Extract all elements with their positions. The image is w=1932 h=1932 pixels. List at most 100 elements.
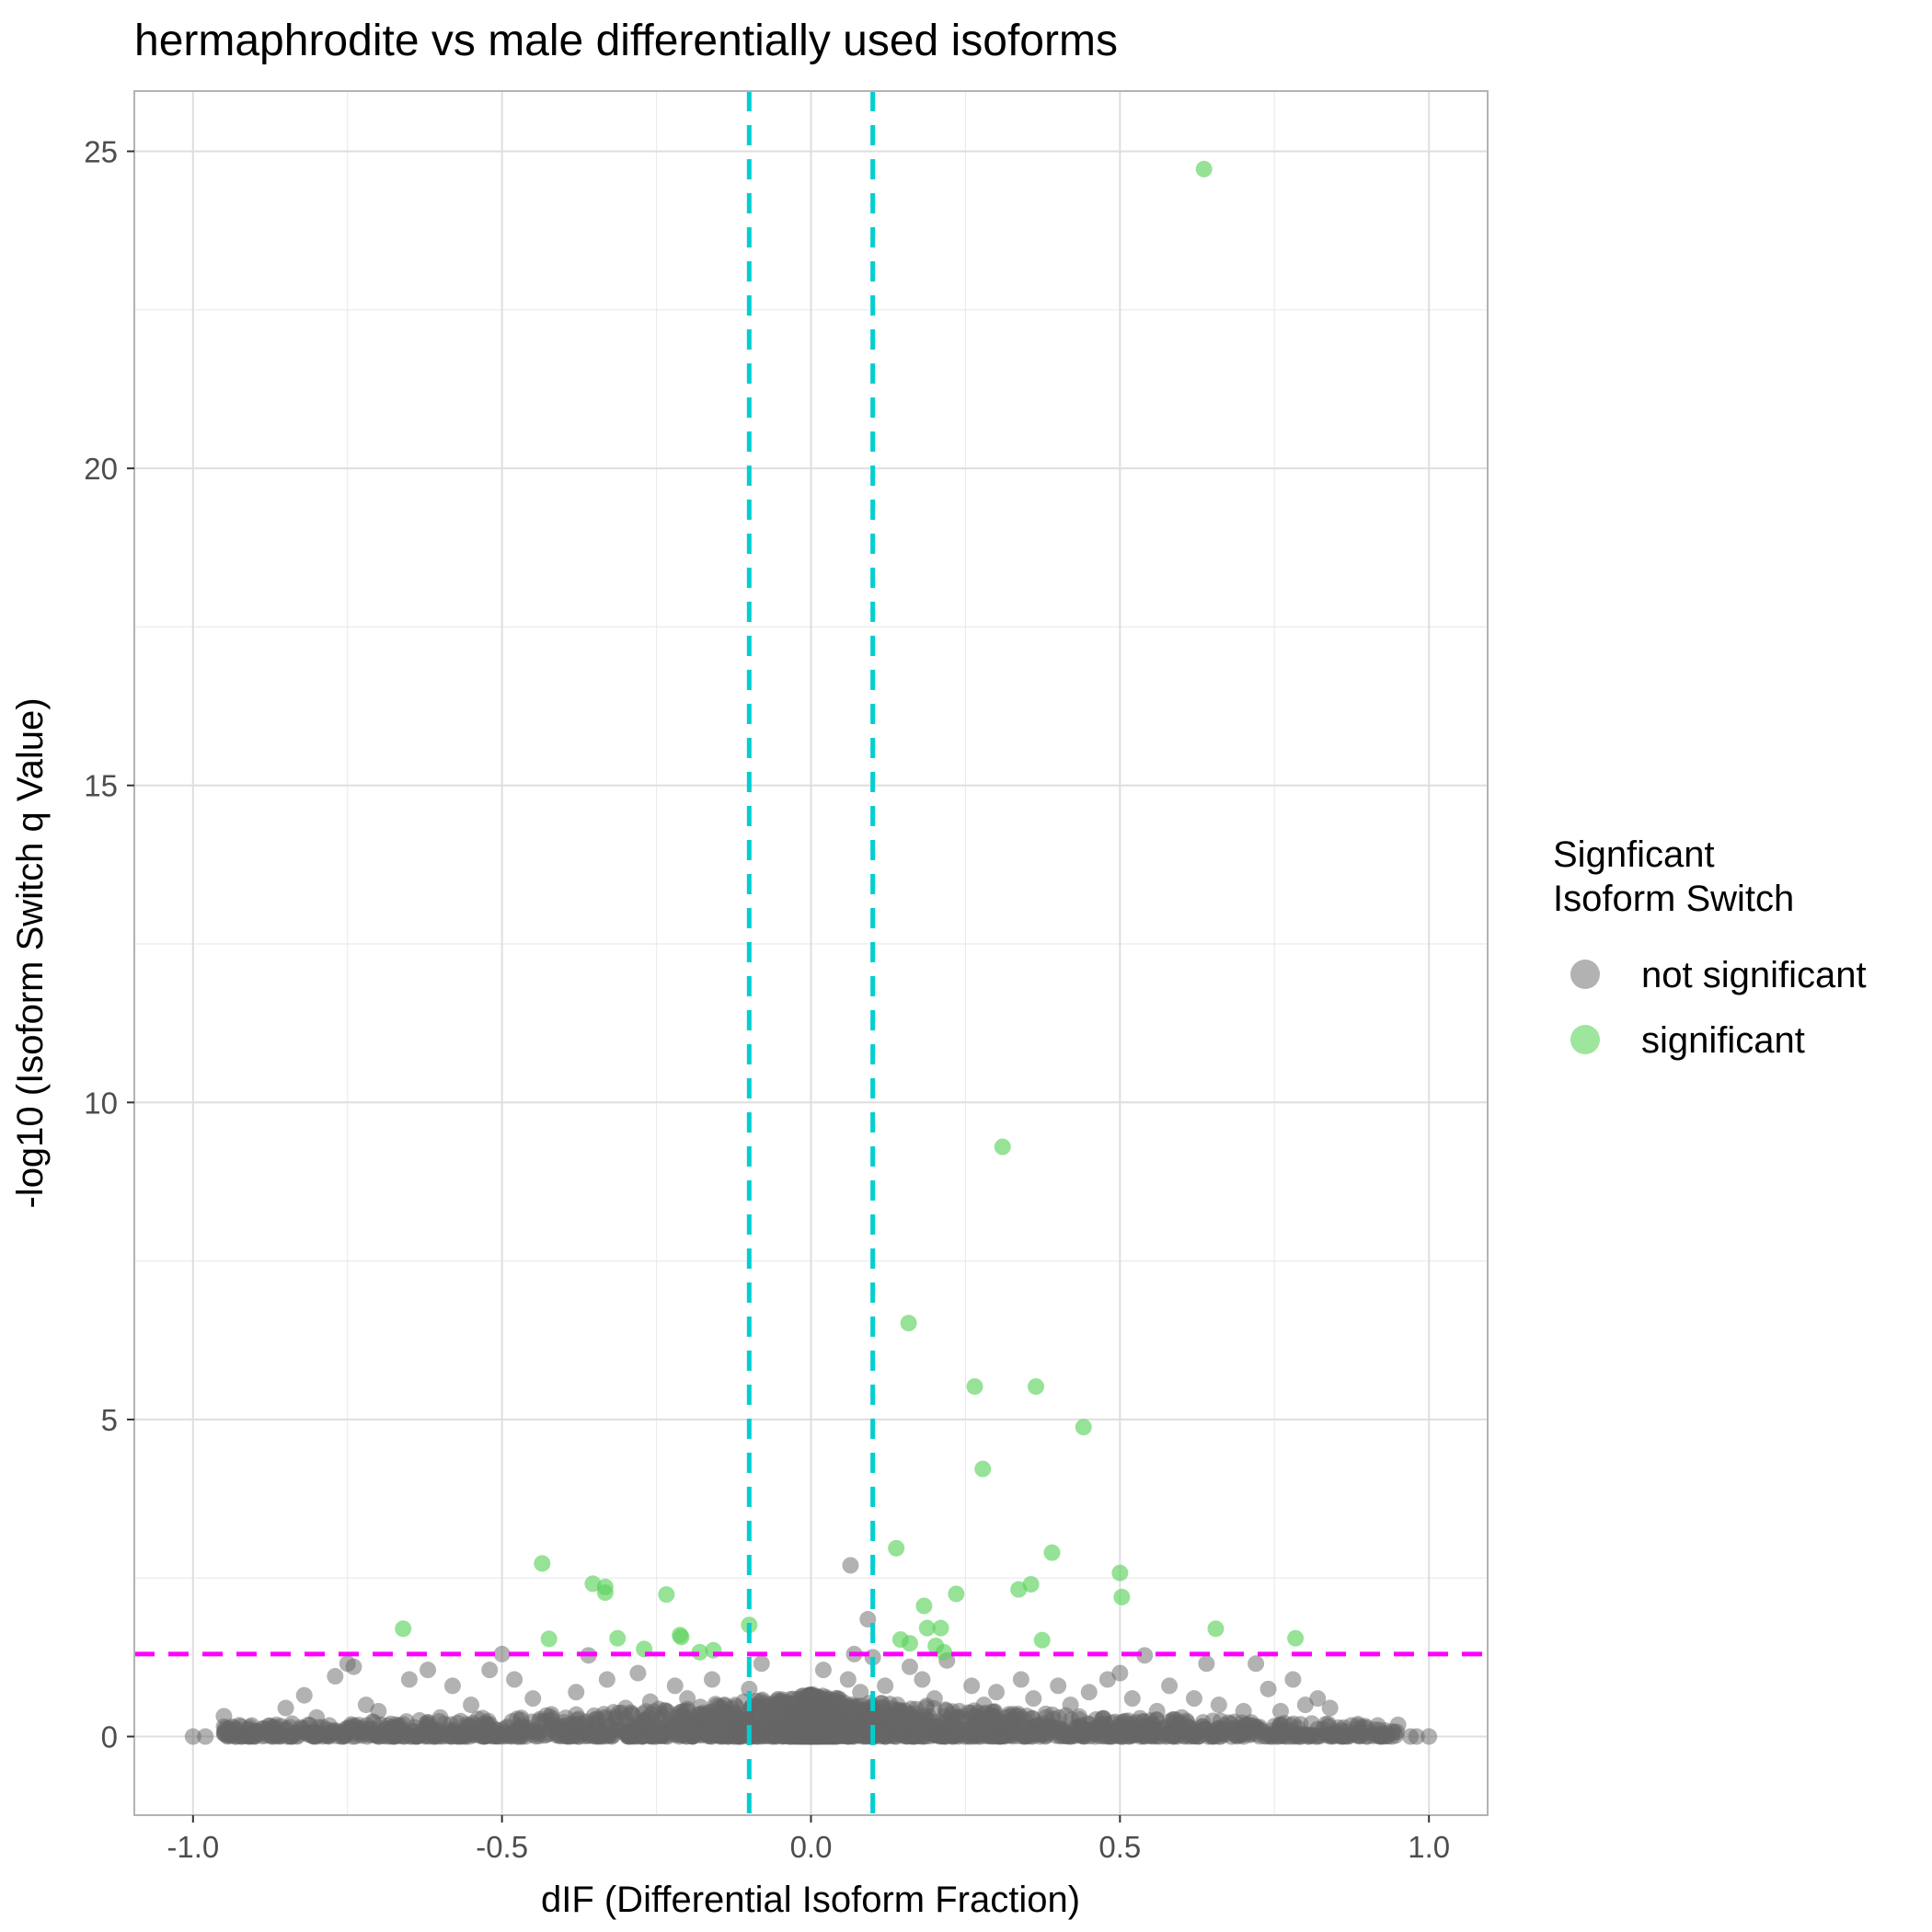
- scatter-point-not-significant: [914, 1671, 931, 1688]
- scatter-point-significant: [1027, 1378, 1044, 1396]
- scatter-point-not-significant: [327, 1668, 344, 1685]
- scatter-point-not-significant: [814, 1662, 832, 1679]
- scatter-point-not-significant: [684, 1728, 702, 1745]
- scatter-point-not-significant: [1111, 1664, 1129, 1682]
- scatter-point-not-significant: [382, 1715, 399, 1732]
- scatter-point-significant: [596, 1584, 614, 1602]
- scatter-point-not-significant: [1080, 1684, 1098, 1701]
- scatter-point-not-significant: [950, 1702, 968, 1719]
- scatter-point-not-significant: [308, 1708, 326, 1726]
- scatter-point-not-significant: [767, 1728, 785, 1745]
- scatter-point-not-significant: [1296, 1696, 1314, 1714]
- scatter-point-not-significant: [350, 1716, 367, 1733]
- scatter-point-not-significant: [215, 1708, 233, 1725]
- scatter-point-not-significant: [1334, 1728, 1351, 1745]
- x-tick-label: -1.0: [167, 1830, 219, 1864]
- y-axis-title: -log10 (Isoform Switch q Value): [10, 697, 51, 1208]
- scatter-point-not-significant: [1210, 1696, 1227, 1714]
- scatter-point-not-significant: [889, 1696, 906, 1714]
- scatter-point-not-significant: [988, 1684, 1006, 1701]
- scatter-point-significant: [966, 1378, 983, 1396]
- scatter-point-significant: [948, 1585, 965, 1603]
- scatter-point-not-significant: [728, 1708, 745, 1726]
- scatter-point-not-significant: [1309, 1720, 1327, 1738]
- scatter-point-not-significant: [1149, 1722, 1167, 1740]
- legend-label-not-significant: not significant: [1641, 955, 1867, 995]
- scatter-point-not-significant: [1012, 1671, 1029, 1688]
- scatter-point-not-significant: [1248, 1655, 1265, 1673]
- scatter-point-not-significant: [295, 1686, 313, 1704]
- legend-title-line-2: Isoform Switch: [1553, 879, 1794, 919]
- scatter-point-not-significant: [543, 1706, 560, 1723]
- scatter-point-not-significant: [839, 1671, 857, 1688]
- scatter-point-not-significant: [1161, 1677, 1179, 1695]
- scatter-point-significant: [1113, 1588, 1131, 1605]
- scatter-point-not-significant: [370, 1728, 387, 1745]
- scatter-point-not-significant: [1259, 1680, 1277, 1697]
- scatter-point-not-significant: [841, 1723, 858, 1741]
- scatter-point-not-significant: [1383, 1728, 1400, 1745]
- scatter-point-not-significant: [431, 1708, 449, 1726]
- scatter-point-significant: [915, 1597, 933, 1615]
- plot-panel: [133, 90, 1489, 1816]
- x-tick-label: -0.5: [476, 1830, 528, 1864]
- scatter-point-not-significant: [716, 1696, 733, 1714]
- x-tick-label: 1.0: [1408, 1830, 1450, 1864]
- legend-title-line-1: Signficant: [1553, 834, 1715, 875]
- scatter-point-not-significant: [1148, 1702, 1166, 1719]
- scatter-point-not-significant: [1271, 1702, 1289, 1719]
- scatter-point-not-significant: [585, 1707, 603, 1724]
- scatter-point-not-significant: [1025, 1690, 1042, 1708]
- y-tick-label: 5: [101, 1403, 118, 1437]
- x-axis-ticks: -1.0 -0.5 0.0 0.5 1.0: [167, 1815, 1450, 1864]
- scatter-point-not-significant: [1173, 1708, 1190, 1726]
- scatter-point-not-significant: [345, 1658, 362, 1675]
- scatter-point-not-significant: [808, 1689, 825, 1707]
- scatter-point-not-significant: [1371, 1727, 1388, 1744]
- scatter-point-significant: [673, 1628, 690, 1646]
- scatter-point-not-significant: [1071, 1708, 1088, 1725]
- scatter-point-not-significant: [608, 1720, 626, 1738]
- scatter-point-not-significant: [669, 1706, 686, 1723]
- scatter-point-significant: [609, 1629, 627, 1647]
- scatter-point-not-significant: [1235, 1702, 1252, 1719]
- scatter-point-significant: [974, 1460, 992, 1478]
- scatter-point-not-significant: [918, 1715, 936, 1732]
- x-tick-label: 0.0: [790, 1830, 833, 1864]
- scatter-point-not-significant: [622, 1722, 639, 1740]
- scatter-point-significant: [1207, 1620, 1225, 1638]
- scatter-point-not-significant: [283, 1728, 301, 1745]
- scatter-point-not-significant: [227, 1728, 245, 1745]
- scatter-point-significant: [1111, 1564, 1129, 1581]
- scatter-point-significant: [932, 1619, 949, 1637]
- scatter-point-not-significant: [407, 1728, 424, 1745]
- scatter-point-not-significant: [809, 1728, 826, 1745]
- legend-label-significant: significant: [1641, 1020, 1805, 1061]
- scatter-point-not-significant: [530, 1725, 547, 1742]
- legend: Signficant Isoform Switch not significan…: [1553, 834, 1867, 1061]
- chart-title: hermaphrodite vs male differentially use…: [134, 17, 1118, 65]
- y-tick-label: 25: [84, 134, 118, 168]
- scatter-point-not-significant: [1408, 1728, 1425, 1745]
- scatter-point-not-significant: [903, 1725, 920, 1742]
- scatter-point-not-significant: [802, 1708, 820, 1726]
- scatter-point-significant: [1287, 1629, 1305, 1647]
- scatter-point-not-significant: [1050, 1677, 1067, 1695]
- scatter-point-significant: [1033, 1631, 1051, 1649]
- scatter-point-not-significant: [679, 1690, 696, 1708]
- scatter-point-not-significant: [673, 1720, 690, 1738]
- scatter-point-not-significant: [710, 1727, 728, 1744]
- scatter-point-not-significant: [1000, 1706, 1018, 1723]
- scatter-point-not-significant: [400, 1671, 418, 1688]
- scatter-point-not-significant: [629, 1664, 647, 1682]
- scatter-point-not-significant: [1047, 1727, 1064, 1744]
- scatter-point-not-significant: [1062, 1696, 1079, 1714]
- scatter-point-not-significant: [1098, 1671, 1116, 1688]
- scatter-point-not-significant: [777, 1715, 795, 1732]
- scatter-point-not-significant: [1284, 1671, 1302, 1688]
- scatter-point-not-significant: [753, 1655, 770, 1673]
- scatter-point-not-significant: [566, 1728, 583, 1745]
- scatter-point-not-significant: [598, 1671, 615, 1688]
- scatter-point-not-significant: [926, 1690, 943, 1708]
